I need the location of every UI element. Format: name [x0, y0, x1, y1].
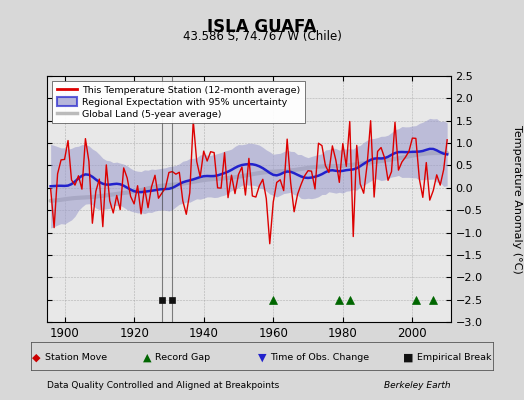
Text: Data Quality Controlled and Aligned at Breakpoints: Data Quality Controlled and Aligned at B…	[47, 381, 279, 390]
Text: Station Move: Station Move	[45, 354, 107, 362]
Text: ▼: ▼	[258, 353, 266, 363]
Text: ISLA GUAFA: ISLA GUAFA	[208, 18, 316, 36]
Text: ▲: ▲	[143, 353, 151, 363]
Legend: This Temperature Station (12-month average), Regional Expectation with 95% uncer: This Temperature Station (12-month avera…	[52, 81, 305, 123]
Text: ◆: ◆	[32, 353, 41, 363]
Text: 43.586 S, 74.767 W (Chile): 43.586 S, 74.767 W (Chile)	[182, 30, 342, 43]
Text: Record Gap: Record Gap	[155, 354, 210, 362]
Text: Time of Obs. Change: Time of Obs. Change	[270, 354, 369, 362]
Text: ■: ■	[403, 353, 414, 363]
Text: Empirical Break: Empirical Break	[417, 354, 491, 362]
Text: Berkeley Earth: Berkeley Earth	[384, 381, 451, 390]
Y-axis label: Temperature Anomaly (°C): Temperature Anomaly (°C)	[511, 125, 521, 273]
